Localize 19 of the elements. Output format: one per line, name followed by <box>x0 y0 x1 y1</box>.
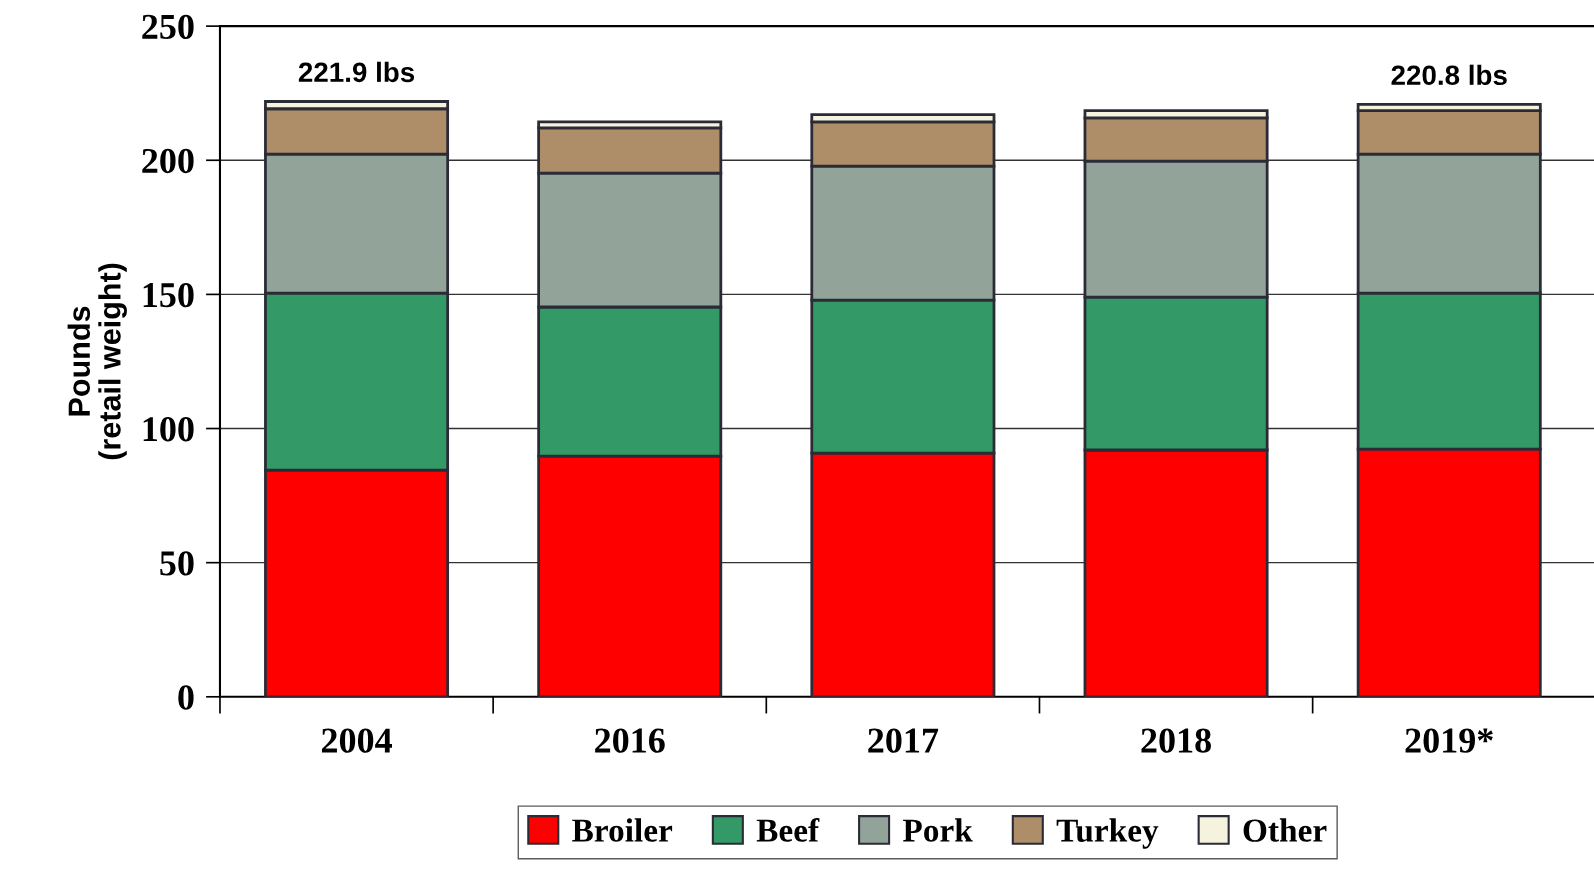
legend-label: Pork <box>903 818 973 842</box>
x-tick-label: 2019* <box>1405 728 1493 753</box>
x-tick-label: 2017 <box>868 728 939 753</box>
legend-label: Broiler <box>572 818 673 842</box>
x-tick-label: 2018 <box>1141 728 1211 753</box>
y-axis-title: Pounds (retail weight) <box>67 263 127 460</box>
legend-label: Other <box>1243 818 1327 842</box>
x-tick-label: 2016 <box>595 728 665 753</box>
annotation: 220.8 lbs <box>1391 64 1507 86</box>
y-tick-label: 50 <box>160 551 194 576</box>
y-tick-label: 100 <box>143 417 194 442</box>
y-tick-label: 200 <box>142 148 194 174</box>
legend-label: Turkey <box>1056 818 1159 849</box>
annotation: 221.9 lbs <box>298 61 415 83</box>
y-tick-label: 150 <box>143 282 194 308</box>
y-tick-label: 250 <box>142 14 194 40</box>
legend-label: Beef <box>756 818 820 842</box>
x-tick-label: 2004 <box>321 728 392 753</box>
y-tick-label: 0 <box>178 685 194 710</box>
